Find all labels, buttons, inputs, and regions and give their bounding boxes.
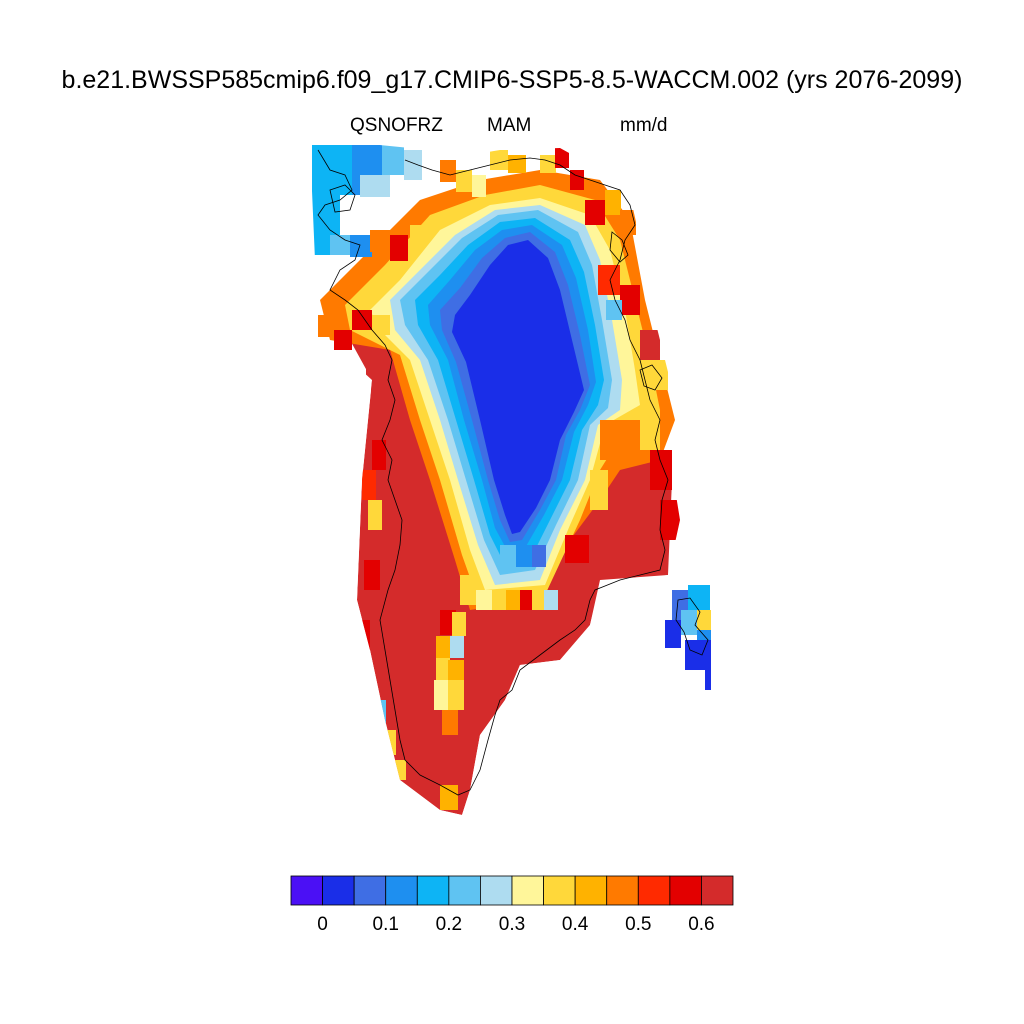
field-cells [312, 145, 680, 815]
coastline [317, 149, 709, 796]
colorbar-box [480, 875, 513, 906]
colorbar-box [701, 875, 734, 906]
colorbar-boxes [290, 875, 734, 906]
colorbar-box [448, 875, 481, 906]
colorbar-tick-label: 0.5 [625, 914, 651, 935]
colorbar-tick-label: 0.1 [373, 914, 399, 935]
colorbar-box [416, 875, 450, 906]
colorbar-tick-label: 0.6 [688, 914, 714, 935]
colorbar-box [574, 875, 608, 906]
colorbar-tick-label: 0.4 [562, 914, 589, 935]
colorbar-labels: 0 0.1 0.2 0.3 0.4 0.5 0.6 [317, 914, 714, 935]
colorbar-box [511, 875, 544, 906]
colorbar-box [669, 875, 702, 906]
season-label: MAM [487, 115, 532, 136]
colorbar-box [290, 875, 323, 906]
plot-title: b.e21.BWSSP585cmip6.f09_g17.CMIP6-SSP5-8… [61, 66, 963, 94]
colorbar-box [385, 875, 418, 906]
units-label: mm/d [620, 115, 668, 136]
colorbar-tick-label: 0 [317, 914, 328, 935]
colorbar-tick-label: 0.2 [436, 914, 462, 935]
colorbar-box [543, 875, 576, 906]
variable-label: QSNOFRZ [350, 115, 443, 136]
colorbar-box [353, 875, 387, 906]
east-island [665, 585, 711, 690]
colorbar-box [606, 875, 639, 906]
colorbar-box [322, 875, 355, 906]
colorbar-box [637, 875, 671, 906]
interior-core [452, 240, 584, 534]
colorbar-tick-label: 0.3 [499, 914, 525, 935]
